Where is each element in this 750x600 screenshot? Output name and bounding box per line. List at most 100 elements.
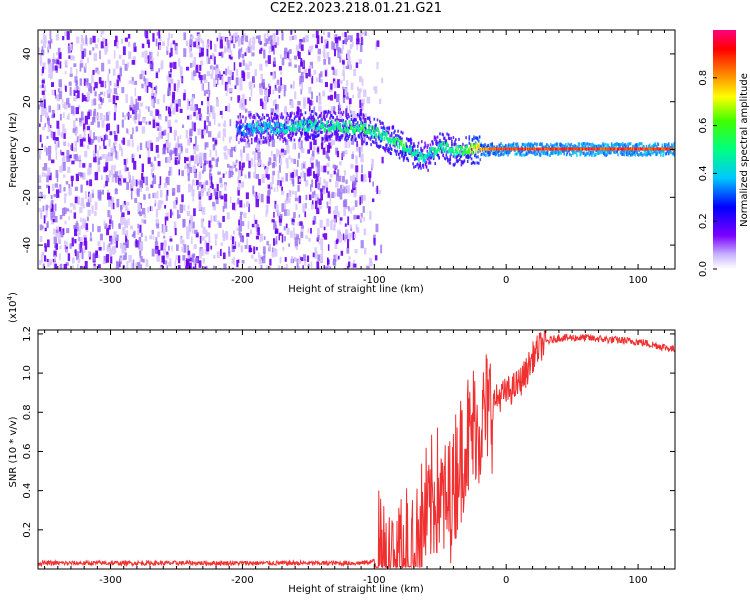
noise-speck	[215, 64, 219, 69]
signal-core	[268, 124, 271, 129]
noise-speck	[360, 174, 364, 182]
noise-speck	[249, 97, 251, 102]
noise-speck	[147, 55, 150, 64]
signal-core	[336, 120, 338, 124]
signal-halo	[445, 139, 448, 143]
noise-speck	[145, 186, 149, 191]
noise-speck	[244, 52, 247, 57]
signal-halo	[425, 165, 428, 169]
signal-core	[435, 147, 437, 152]
noise-speck	[202, 258, 205, 264]
signal-core	[249, 123, 251, 128]
signal-halo	[321, 122, 323, 126]
noise-speck	[308, 45, 313, 52]
signal-halo	[664, 145, 667, 149]
signal-halo	[266, 126, 269, 130]
noise-speck	[361, 37, 363, 45]
signal-halo	[284, 123, 286, 127]
noise-speck	[130, 179, 134, 189]
noise-speck	[167, 37, 170, 47]
signal-halo	[375, 141, 378, 145]
noise-speck	[126, 201, 130, 206]
noise-speck	[123, 159, 127, 165]
noise-speck	[97, 241, 101, 247]
noise-speck	[167, 156, 171, 163]
noise-speck	[121, 38, 123, 44]
signal-halo	[546, 143, 548, 147]
signal-halo	[310, 113, 312, 117]
signal-halo	[277, 135, 279, 139]
signal-halo	[251, 115, 254, 119]
noise-speck	[199, 113, 203, 119]
signal-core	[363, 127, 365, 132]
noise-speck	[155, 145, 159, 153]
noise-speck	[256, 144, 259, 150]
noise-speck	[358, 152, 361, 158]
noise-speck	[326, 162, 330, 168]
noise-speck	[156, 122, 160, 126]
noise-speck	[173, 133, 176, 141]
noise-speck	[299, 221, 303, 226]
noise-speck	[98, 93, 101, 101]
noise-speck	[226, 163, 230, 168]
noise-speck	[343, 89, 346, 98]
noise-speck	[83, 66, 87, 73]
signal-core	[422, 158, 424, 163]
noise-speck	[281, 176, 284, 183]
noise-speck	[154, 241, 159, 250]
noise-speck	[238, 37, 241, 44]
noise-speck	[312, 200, 314, 205]
noise-speck	[376, 185, 379, 194]
noise-speck	[316, 207, 320, 215]
noise-speck	[42, 41, 46, 49]
noise-speck	[313, 171, 315, 178]
signal-halo	[360, 113, 362, 116]
noise-speck	[245, 63, 248, 71]
signal-core	[409, 149, 412, 154]
noise-speck	[345, 179, 348, 184]
signal-halo	[534, 142, 536, 146]
noise-speck	[88, 163, 92, 168]
noise-speck	[219, 110, 223, 115]
noise-speck	[313, 145, 316, 151]
noise-speck	[149, 111, 153, 116]
signal-halo	[327, 109, 330, 113]
noise-speck	[173, 221, 177, 230]
signal-halo	[637, 144, 639, 148]
noise-speck	[56, 103, 59, 111]
noise-speck	[98, 104, 102, 110]
noise-speck	[125, 240, 129, 248]
noise-speck	[190, 220, 193, 230]
signal-halo	[390, 134, 393, 138]
noise-speck	[273, 36, 276, 45]
noise-speck	[237, 182, 241, 191]
signal-halo	[264, 137, 266, 141]
noise-speck	[263, 251, 266, 258]
signal-halo	[667, 152, 670, 156]
signal-halo	[460, 154, 463, 158]
noise-speck	[343, 61, 345, 70]
noise-speck	[193, 259, 196, 265]
noise-speck	[248, 122, 252, 132]
noise-speck	[356, 43, 358, 50]
signal-halo	[482, 143, 485, 147]
noise-speck	[206, 242, 210, 252]
noise-speck	[159, 266, 162, 269]
signal-core	[315, 119, 317, 124]
signal-core	[243, 132, 246, 136]
signal-halo	[585, 152, 588, 155]
noise-speck	[302, 163, 305, 169]
noise-speck	[344, 237, 346, 243]
noise-speck	[342, 69, 345, 76]
noise-speck	[48, 186, 50, 194]
noise-speck	[190, 215, 194, 224]
noise-speck	[58, 91, 63, 100]
signal-core	[304, 127, 306, 132]
noise-speck	[197, 33, 201, 42]
noise-speck	[115, 188, 118, 192]
noise-speck	[341, 175, 345, 183]
noise-speck	[133, 241, 137, 247]
signal-halo	[444, 157, 447, 161]
noise-speck	[51, 109, 55, 118]
signal-halo	[662, 153, 664, 157]
